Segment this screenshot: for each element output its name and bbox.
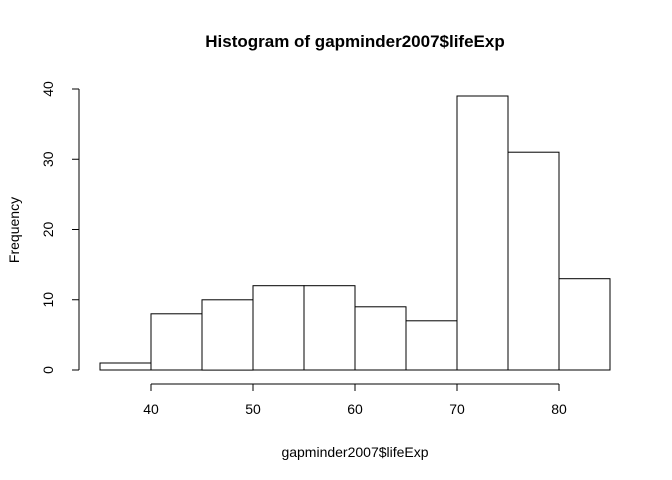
histogram-bar-70-75 bbox=[456, 95, 509, 371]
histogram-bar-45-50 bbox=[201, 299, 254, 371]
x-tick-label-40: 40 bbox=[143, 401, 159, 417]
histogram-bar-40-45 bbox=[150, 313, 203, 371]
histogram-bar-80-85 bbox=[558, 278, 611, 371]
histogram-bar-35-40 bbox=[99, 362, 152, 371]
histogram-bar-55-60 bbox=[303, 285, 356, 371]
histogram-bar-60-65 bbox=[354, 306, 407, 371]
x-axis: 40 50 60 70 80 bbox=[143, 383, 567, 417]
bars-group bbox=[99, 95, 611, 371]
x-axis-label: gapminder2007$lifeExp bbox=[281, 444, 428, 460]
y-tick-label-30: 30 bbox=[40, 151, 56, 167]
x-tick-label-80: 80 bbox=[551, 401, 567, 417]
histogram-bar-50-55 bbox=[252, 285, 305, 371]
x-tick-label-70: 70 bbox=[449, 401, 465, 417]
y-tick-label-0: 0 bbox=[40, 366, 56, 374]
y-tick-label-10: 10 bbox=[40, 292, 56, 308]
histogram-bar-75-80 bbox=[507, 151, 560, 371]
y-axis: 0 10 20 30 40 bbox=[40, 81, 80, 374]
x-tick-label-50: 50 bbox=[245, 401, 261, 417]
y-tick-label-20: 20 bbox=[40, 222, 56, 238]
x-tick-label-60: 60 bbox=[347, 401, 363, 417]
chart-title: Histogram of gapminder2007$lifeExp bbox=[205, 32, 504, 51]
y-axis-label: Frequency bbox=[6, 197, 22, 263]
histogram-bar-65-70 bbox=[405, 320, 458, 371]
y-tick-label-40: 40 bbox=[40, 81, 56, 97]
